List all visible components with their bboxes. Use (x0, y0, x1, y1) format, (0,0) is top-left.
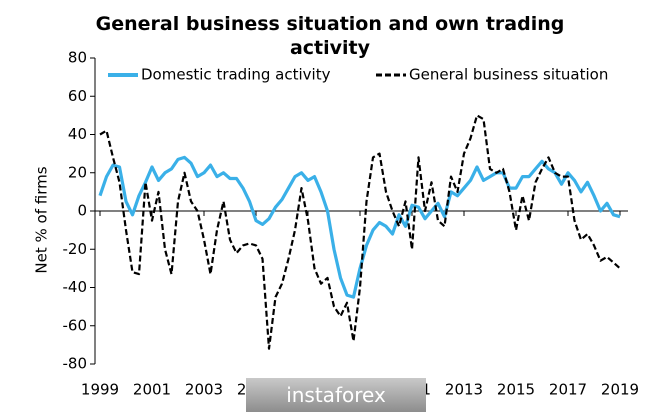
y-tick-label: 20 (68, 163, 87, 181)
x-tick-label: 1999 (81, 381, 119, 399)
watermark: instaforex (246, 378, 426, 412)
legend-label: Domestic trading activity (141, 66, 331, 84)
x-tick-label: 2015 (497, 381, 535, 399)
y-tick-label: 0 (77, 202, 87, 220)
series-line (99, 114, 621, 350)
y-axis-label: Net % of firms (33, 166, 51, 273)
y-tick-label: 80 (68, 49, 87, 67)
y-tick-label: -60 (63, 316, 88, 334)
x-tick-label: 2017 (549, 381, 587, 399)
x-tick-label: 2013 (445, 381, 483, 399)
series-line (98, 155, 621, 299)
x-tick-label: 2019 (601, 381, 639, 399)
x-tick-label: 2001 (133, 381, 171, 399)
y-tick-label: -40 (63, 278, 88, 296)
chart-title: General business situation and own tradi… (95, 13, 565, 59)
y-tick-label: 40 (68, 125, 87, 143)
y-tick-label: 60 (68, 87, 87, 105)
legend-label: General business situation (409, 66, 608, 84)
x-tick-label: 2003 (185, 381, 223, 399)
y-tick-label: -20 (63, 240, 88, 258)
y-tick-label: -80 (63, 355, 88, 373)
